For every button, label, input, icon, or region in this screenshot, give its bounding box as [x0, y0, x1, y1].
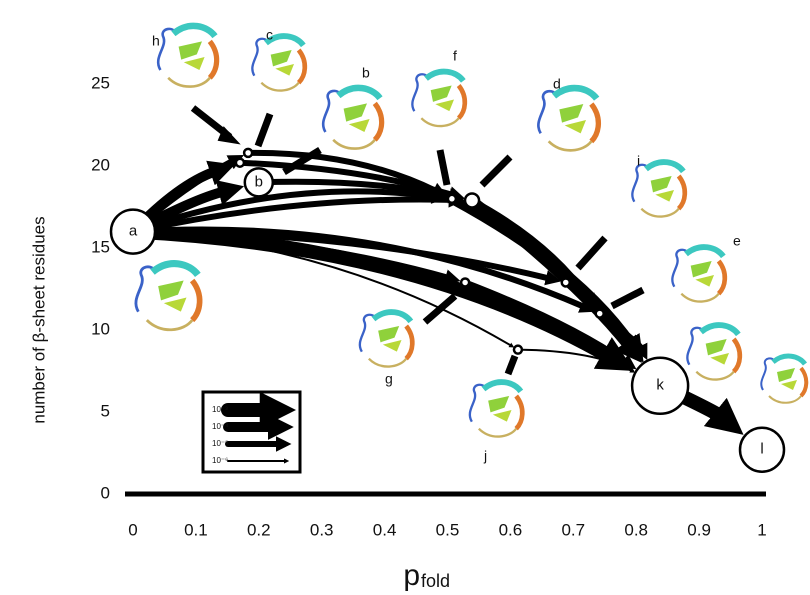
flux-edge	[470, 197, 598, 310]
legend-label: 10⁻³	[212, 405, 228, 414]
state-node	[243, 167, 275, 198]
x-tick-label: 0.1	[184, 520, 208, 539]
flux-edge	[597, 311, 648, 361]
y-tick-label: 0	[101, 483, 110, 502]
node-label: a	[129, 223, 138, 240]
x-tick-label: 0.7	[561, 520, 585, 539]
node-label: f	[453, 48, 457, 64]
x-tick-label: 0.6	[499, 520, 523, 539]
state-node	[242, 147, 254, 159]
flux-edge	[248, 149, 448, 197]
legend-label: 10⁻⁶	[212, 456, 228, 465]
y-axis-label: number of β-sheet residues	[29, 216, 48, 423]
x-tick-label: 0.9	[687, 520, 711, 539]
node-label: j	[483, 448, 487, 464]
state-node	[738, 426, 786, 473]
state-node	[560, 277, 572, 288]
node-label: i	[637, 153, 640, 169]
x-tick-label: 1	[757, 520, 766, 539]
y-tick-label: 15	[91, 237, 110, 256]
y-tick-label: 10	[91, 319, 110, 338]
legend-label: 10⁻⁵	[212, 439, 228, 448]
flux-edge	[132, 230, 515, 348]
state-node	[594, 308, 605, 319]
state-node	[234, 157, 246, 168]
state-node	[512, 344, 524, 355]
flux-edge	[132, 226, 596, 313]
node-label: l	[760, 441, 763, 458]
state-node	[459, 277, 471, 288]
x-tick-label: 0	[128, 520, 137, 539]
state-node	[446, 193, 458, 205]
nodes: a b k l	[109, 147, 786, 473]
y-tick-label: 25	[91, 73, 110, 92]
node-label: k	[656, 377, 664, 394]
node-label: e	[733, 233, 741, 249]
node-label: h	[152, 33, 160, 49]
y-tick-label: 20	[91, 155, 110, 174]
flux-edge	[464, 279, 637, 370]
flux-edge	[132, 191, 465, 235]
x-tick-label: 0.8	[624, 520, 648, 539]
node-label: g	[385, 371, 393, 387]
node-label: d	[553, 76, 561, 92]
x-axis-label-sub: fold	[421, 571, 450, 591]
x-tick-label: 0.5	[436, 520, 460, 539]
state-node	[463, 192, 481, 209]
state-node	[630, 356, 690, 416]
flux-edge	[132, 188, 448, 235]
state-node	[109, 208, 157, 255]
legend-label: 10⁻⁴	[212, 422, 229, 431]
x-tick-label: 0.3	[310, 520, 334, 539]
x-tick-label: 0.4	[373, 520, 397, 539]
flux-edge	[239, 159, 465, 202]
node-label: b	[362, 65, 370, 81]
legend	[221, 391, 297, 464]
node-label: b	[255, 173, 263, 190]
x-tick-label: 0.2	[247, 520, 271, 539]
x-axis-label: p	[403, 559, 420, 592]
flux-edge	[517, 348, 636, 373]
node-label: c	[266, 27, 273, 43]
y-tick-label: 5	[101, 401, 110, 420]
